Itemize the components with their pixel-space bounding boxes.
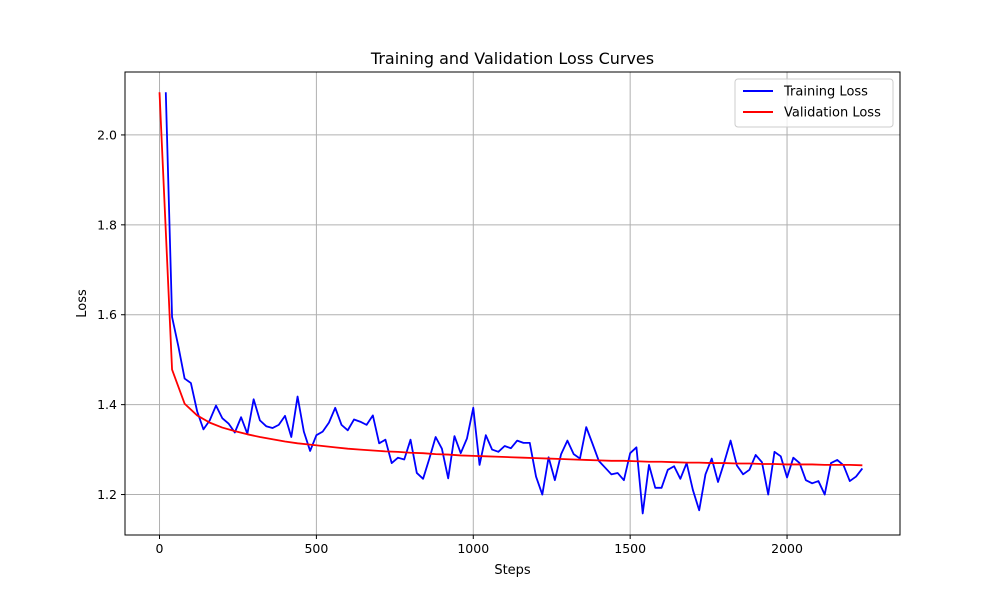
x-tick-label: 2000: [771, 541, 803, 556]
y-tick-label: 1.8: [97, 217, 117, 232]
grid: [125, 72, 900, 535]
chart-title: Training and Validation Loss Curves: [370, 49, 654, 68]
y-tick-label: 2.0: [97, 127, 117, 142]
x-tick-label: 1500: [614, 541, 646, 556]
plot-frame: [124, 71, 901, 536]
x-tick-label: 1000: [457, 541, 489, 556]
series-lines: [158, 92, 864, 515]
legend-label-training-loss: Training Loss: [783, 85, 868, 100]
legend: Training Loss Validation Loss: [734, 78, 894, 128]
legend-label-validation-loss: Validation Loss: [784, 106, 881, 121]
y-axis-label: Loss: [75, 289, 90, 318]
x-tick-label: 500: [304, 541, 328, 556]
y-tick-label: 1.6: [97, 307, 117, 322]
x-tick-label: 0: [156, 541, 164, 556]
y-tick-label: 1.2: [97, 487, 117, 502]
x-axis-label: Steps: [494, 563, 531, 578]
series-line-training-loss: [164, 92, 864, 515]
series-line-validation-loss: [158, 92, 863, 467]
axis-ticks: 0 500 1000 1500 2000 1.2 1.4 1.6 1.8 2.0: [97, 127, 803, 556]
y-tick-label: 1.4: [97, 397, 117, 412]
legend-box: [734, 78, 894, 128]
